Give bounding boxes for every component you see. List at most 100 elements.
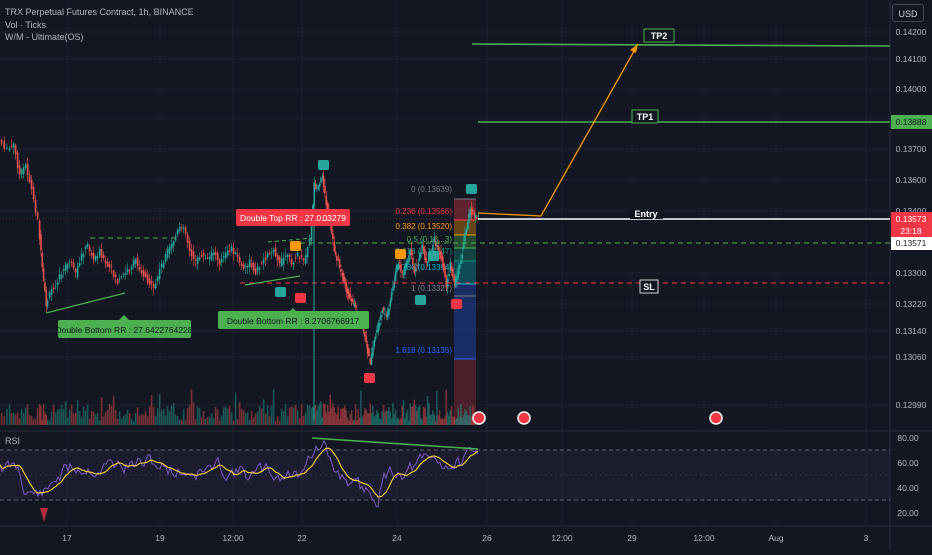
volume-bar bbox=[102, 416, 105, 425]
volume-bar bbox=[250, 411, 253, 425]
volume-bar bbox=[354, 404, 357, 425]
candle-body bbox=[396, 265, 398, 272]
tp2-line[interactable] bbox=[471, 43, 891, 47]
volume-bar bbox=[44, 412, 46, 425]
candle-body bbox=[146, 274, 149, 283]
volume-bar bbox=[252, 417, 255, 425]
volume-bar bbox=[436, 390, 438, 425]
chart-legend[interactable]: TRX Perpetual Futures Contract, 1h, BINA… bbox=[5, 6, 194, 44]
candle-body bbox=[320, 177, 322, 183]
volume-bar bbox=[353, 419, 356, 425]
volume-bar bbox=[194, 419, 197, 425]
candle-body bbox=[254, 268, 257, 275]
candle-body bbox=[408, 255, 410, 263]
double-bottom-label-1[interactable]: Double Bottom RR : 27.6422764228 bbox=[55, 315, 193, 338]
volume-bar bbox=[346, 417, 349, 425]
volume-bar bbox=[298, 418, 301, 425]
candle-body bbox=[188, 240, 191, 251]
candle-body bbox=[26, 163, 29, 175]
volume-bar bbox=[3, 415, 6, 425]
tp2-label: TP2 bbox=[651, 31, 668, 41]
double-bottom-label-2[interactable]: Double Bottom RR : 8.2706766917 bbox=[218, 308, 369, 329]
annotation-entry[interactable]: Entry bbox=[630, 208, 663, 219]
candle-body bbox=[24, 164, 27, 169]
volume-bar bbox=[30, 416, 33, 425]
candle-body bbox=[248, 259, 251, 268]
annotation-tp2[interactable]: TP2 bbox=[643, 28, 675, 43]
projection-path[interactable] bbox=[477, 43, 639, 217]
time-axis[interactable]: 17 19 12:00 22 24 26 12:00 29 12:00 Aug 3 bbox=[62, 533, 868, 543]
double-top-label[interactable]: Double Top RR : 27.0... 03279 bbox=[236, 209, 350, 226]
candle-body bbox=[238, 256, 241, 263]
currency-button[interactable]: USD bbox=[892, 4, 924, 22]
volume-bar bbox=[118, 411, 121, 425]
candle-body bbox=[196, 257, 199, 264]
volume-bar bbox=[104, 412, 107, 425]
candle-body bbox=[102, 254, 105, 258]
volume-bar bbox=[64, 401, 67, 425]
volume-bar bbox=[138, 415, 141, 425]
rsi-axis[interactable]: 80.00 60.00 40.00 20.00 bbox=[897, 433, 919, 518]
time-tick-label: Aug bbox=[768, 533, 783, 543]
symbol-title[interactable]: TRX Perpetual Futures Contract, 1h, BINA… bbox=[5, 7, 194, 17]
candle-body bbox=[336, 255, 338, 261]
rsi-line[interactable] bbox=[0, 439, 479, 508]
candle-body bbox=[432, 244, 434, 252]
volume-bar bbox=[324, 403, 326, 425]
time-tick-label: 17 bbox=[62, 533, 72, 543]
candle-body bbox=[45, 290, 48, 307]
fib-retracement-tool[interactable]: 0 (0.13639) 0.236 (0.13566) 0.382 (0.13520… bbox=[396, 185, 477, 425]
volume-bar bbox=[110, 405, 113, 425]
candle-body bbox=[392, 287, 394, 292]
volume-bar bbox=[180, 419, 183, 425]
volume-bar bbox=[214, 406, 217, 425]
volume-bar bbox=[74, 412, 77, 425]
volume-bar bbox=[206, 416, 209, 425]
candle-body bbox=[116, 279, 119, 284]
volume-bar bbox=[16, 412, 19, 425]
us-event-icon bbox=[517, 411, 531, 425]
price-tick-label: 0.13400 bbox=[896, 206, 927, 216]
volume-bar bbox=[128, 413, 131, 425]
volume-bar bbox=[72, 413, 75, 425]
candle-body bbox=[452, 268, 454, 278]
volume-bar bbox=[242, 409, 245, 425]
candle-body bbox=[388, 308, 390, 315]
volume-bar bbox=[98, 420, 101, 425]
volume-bar bbox=[473, 420, 476, 425]
fib-level-label: 1 (0.13327) bbox=[411, 284, 452, 293]
fib-level-label: 1.618 (0.13135) bbox=[396, 346, 453, 355]
volume-bar bbox=[369, 403, 372, 425]
candle-body bbox=[321, 177, 324, 179]
candle-body bbox=[442, 262, 445, 271]
candle-body bbox=[340, 269, 342, 272]
volume-indicator-label[interactable]: Vol · Ticks bbox=[5, 19, 47, 30]
candle-body bbox=[450, 266, 453, 272]
volume-bar bbox=[134, 413, 137, 425]
rsi-legend-label[interactable]: RSI bbox=[5, 436, 21, 446]
candle-body bbox=[14, 145, 17, 154]
candle-body bbox=[54, 286, 57, 288]
candle-body bbox=[334, 251, 337, 255]
price-tick-label: 0.14100 bbox=[896, 54, 927, 64]
annotation-tp1[interactable]: TP1 bbox=[631, 109, 659, 124]
annotation-sl[interactable]: SL bbox=[639, 279, 659, 294]
volume-bar bbox=[200, 417, 203, 425]
ultimate-indicator-label[interactable]: W/M - Ultimate(OS) bbox=[5, 32, 84, 42]
rsi-ma-line[interactable] bbox=[0, 447, 479, 498]
volume-bar bbox=[92, 411, 95, 425]
volume-bar bbox=[468, 415, 470, 425]
time-tick-label: 26 bbox=[482, 533, 492, 543]
volume-bar bbox=[345, 410, 348, 425]
volume-bar bbox=[426, 395, 429, 425]
volume-bar bbox=[130, 419, 133, 425]
candle-body bbox=[112, 270, 115, 277]
candle-body bbox=[333, 241, 336, 252]
candle-body bbox=[86, 244, 89, 247]
sl-label: SL bbox=[643, 282, 655, 292]
volume-bar bbox=[234, 392, 237, 425]
candle-body bbox=[176, 229, 179, 235]
event-flags[interactable] bbox=[472, 411, 723, 425]
